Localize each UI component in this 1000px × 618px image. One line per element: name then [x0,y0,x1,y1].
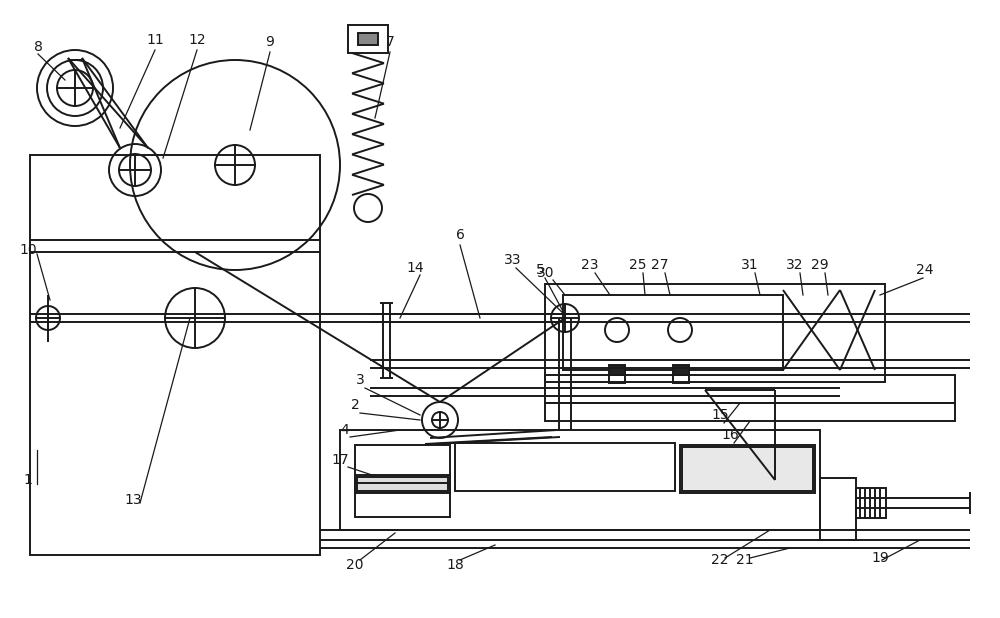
Text: 13: 13 [124,493,142,507]
Bar [30,155,320,555]
Text: 10: 10 [19,243,37,257]
Text: 1: 1 [24,473,32,487]
Text: 19: 19 [871,551,889,565]
Bar [340,430,820,530]
Text: 32: 32 [786,258,804,272]
Bar [545,375,955,403]
Text: 22: 22 [711,553,729,567]
Text: 14: 14 [406,261,424,275]
Text: 8: 8 [34,40,42,54]
Text: 16: 16 [721,428,739,442]
Bar [609,375,625,383]
Text: 31: 31 [741,258,759,272]
Text: 7: 7 [386,35,394,49]
Bar [673,365,689,375]
Text: 9: 9 [266,35,274,49]
Text: 18: 18 [446,558,464,572]
Text: 4: 4 [341,423,349,437]
Bar [348,25,388,53]
Text: 3: 3 [356,373,364,387]
Bar [680,445,815,493]
Bar [355,445,450,517]
Text: 29: 29 [811,258,829,272]
Text: 17: 17 [331,453,349,467]
Text: 33: 33 [504,253,522,267]
Text: 6: 6 [456,228,464,242]
Bar [609,365,625,375]
Text: 24: 24 [916,263,934,277]
Bar [355,475,450,493]
Text: 15: 15 [711,408,729,422]
Bar [455,443,675,491]
Bar [358,33,378,45]
Bar [820,478,856,540]
Bar [545,403,955,421]
Bar [545,284,885,382]
Bar [682,447,813,491]
Text: 30: 30 [537,266,555,280]
Bar [856,488,886,518]
Text: 27: 27 [651,258,669,272]
Text: 21: 21 [736,553,754,567]
Text: 11: 11 [146,33,164,47]
Text: 25: 25 [629,258,647,272]
Text: 2: 2 [351,398,359,412]
Text: 23: 23 [581,258,599,272]
Text: 5: 5 [536,263,544,277]
Bar [673,375,689,383]
Text: 12: 12 [188,33,206,47]
Text: 20: 20 [346,558,364,572]
Bar [357,477,448,491]
Bar [563,295,783,370]
